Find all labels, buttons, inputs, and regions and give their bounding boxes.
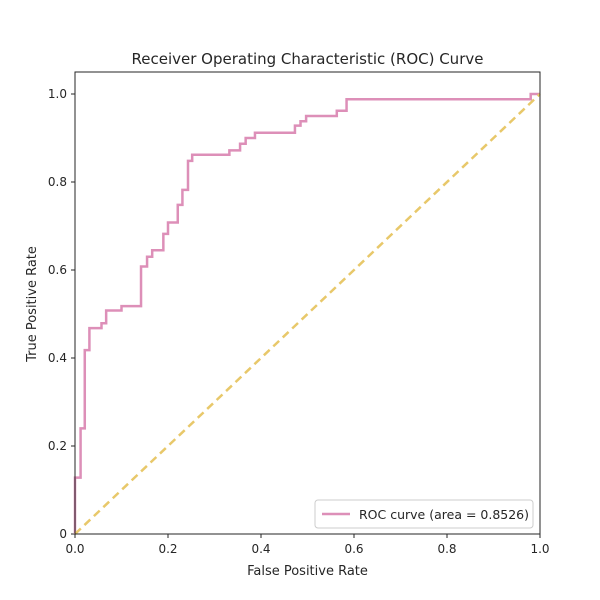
legend-box <box>314 499 534 529</box>
y-axis-label: True Positive Rate <box>25 246 40 363</box>
legend-label-roc: ROC curve (area = 0.8526) <box>359 507 529 522</box>
y-tick-label: 0.6 <box>48 263 67 277</box>
chart-title: Receiver Operating Characteristic (ROC) … <box>132 50 484 68</box>
x-axis-label: False Positive Rate <box>247 564 368 579</box>
x-tick-label: 0.0 <box>65 542 84 556</box>
y-tick-label: 0.4 <box>48 351 67 365</box>
x-tick-label: 0.6 <box>344 542 363 556</box>
x-tick-label: 0.8 <box>437 542 456 556</box>
y-tick-label: 0.2 <box>48 439 67 453</box>
chance-diagonal-line <box>74 93 541 535</box>
plot-frame <box>74 71 541 535</box>
plot-area: 0.0 0.2 0.4 0.6 0.8 1.0 0 0.2 0.4 0.6 0.8 1.0 <box>48 71 550 556</box>
x-tick-label: 0.2 <box>158 542 177 556</box>
y-tick-label: 0 <box>59 527 67 541</box>
roc-curve-line <box>73 92 540 534</box>
x-tick-label: 1.0 <box>530 542 549 556</box>
legend: ROC curve (area = 0.8526) <box>314 499 534 529</box>
y-tick-label: 1.0 <box>48 87 67 101</box>
x-tick-label: 0.4 <box>251 542 270 556</box>
y-tick-label: 0.8 <box>48 175 67 189</box>
